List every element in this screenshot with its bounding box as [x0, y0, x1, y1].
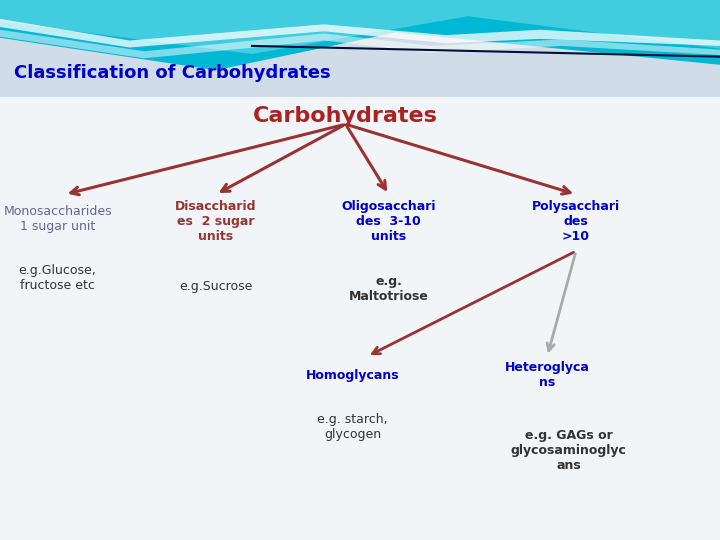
- Bar: [0, 0, 720, 97]
- Text: Oligosacchari
des  3-10
units: Oligosacchari des 3-10 units: [341, 200, 436, 243]
- Text: Homoglycans: Homoglycans: [306, 369, 400, 382]
- Text: Disaccharid
es  2 sugar
units: Disaccharid es 2 sugar units: [175, 200, 257, 243]
- Text: Classification of Carbohydrates: Classification of Carbohydrates: [14, 64, 331, 82]
- Text: e.g.Sucrose: e.g.Sucrose: [179, 280, 253, 293]
- Text: Heteroglyca
ns: Heteroglyca ns: [505, 361, 590, 389]
- Polygon shape: [0, 19, 720, 48]
- Text: e.g.
Maltotriose: e.g. Maltotriose: [349, 275, 428, 303]
- Text: e.g. starch,
glycogen: e.g. starch, glycogen: [318, 413, 388, 441]
- Polygon shape: [0, 0, 720, 70]
- Text: e.g. GAGs or
glycosaminoglyc
ans: e.g. GAGs or glycosaminoglyc ans: [511, 429, 626, 472]
- Text: Polysacchari
des
>10: Polysacchari des >10: [532, 200, 620, 243]
- Bar: [0, 97, 720, 540]
- Text: Monosaccharides
1 sugar unit: Monosaccharides 1 sugar unit: [4, 205, 112, 233]
- Text: Carbohydrates: Carbohydrates: [253, 106, 438, 126]
- Text: e.g.Glucose,
fructose etc: e.g.Glucose, fructose etc: [19, 264, 96, 292]
- Polygon shape: [0, 30, 720, 58]
- Polygon shape: [0, 0, 720, 54]
